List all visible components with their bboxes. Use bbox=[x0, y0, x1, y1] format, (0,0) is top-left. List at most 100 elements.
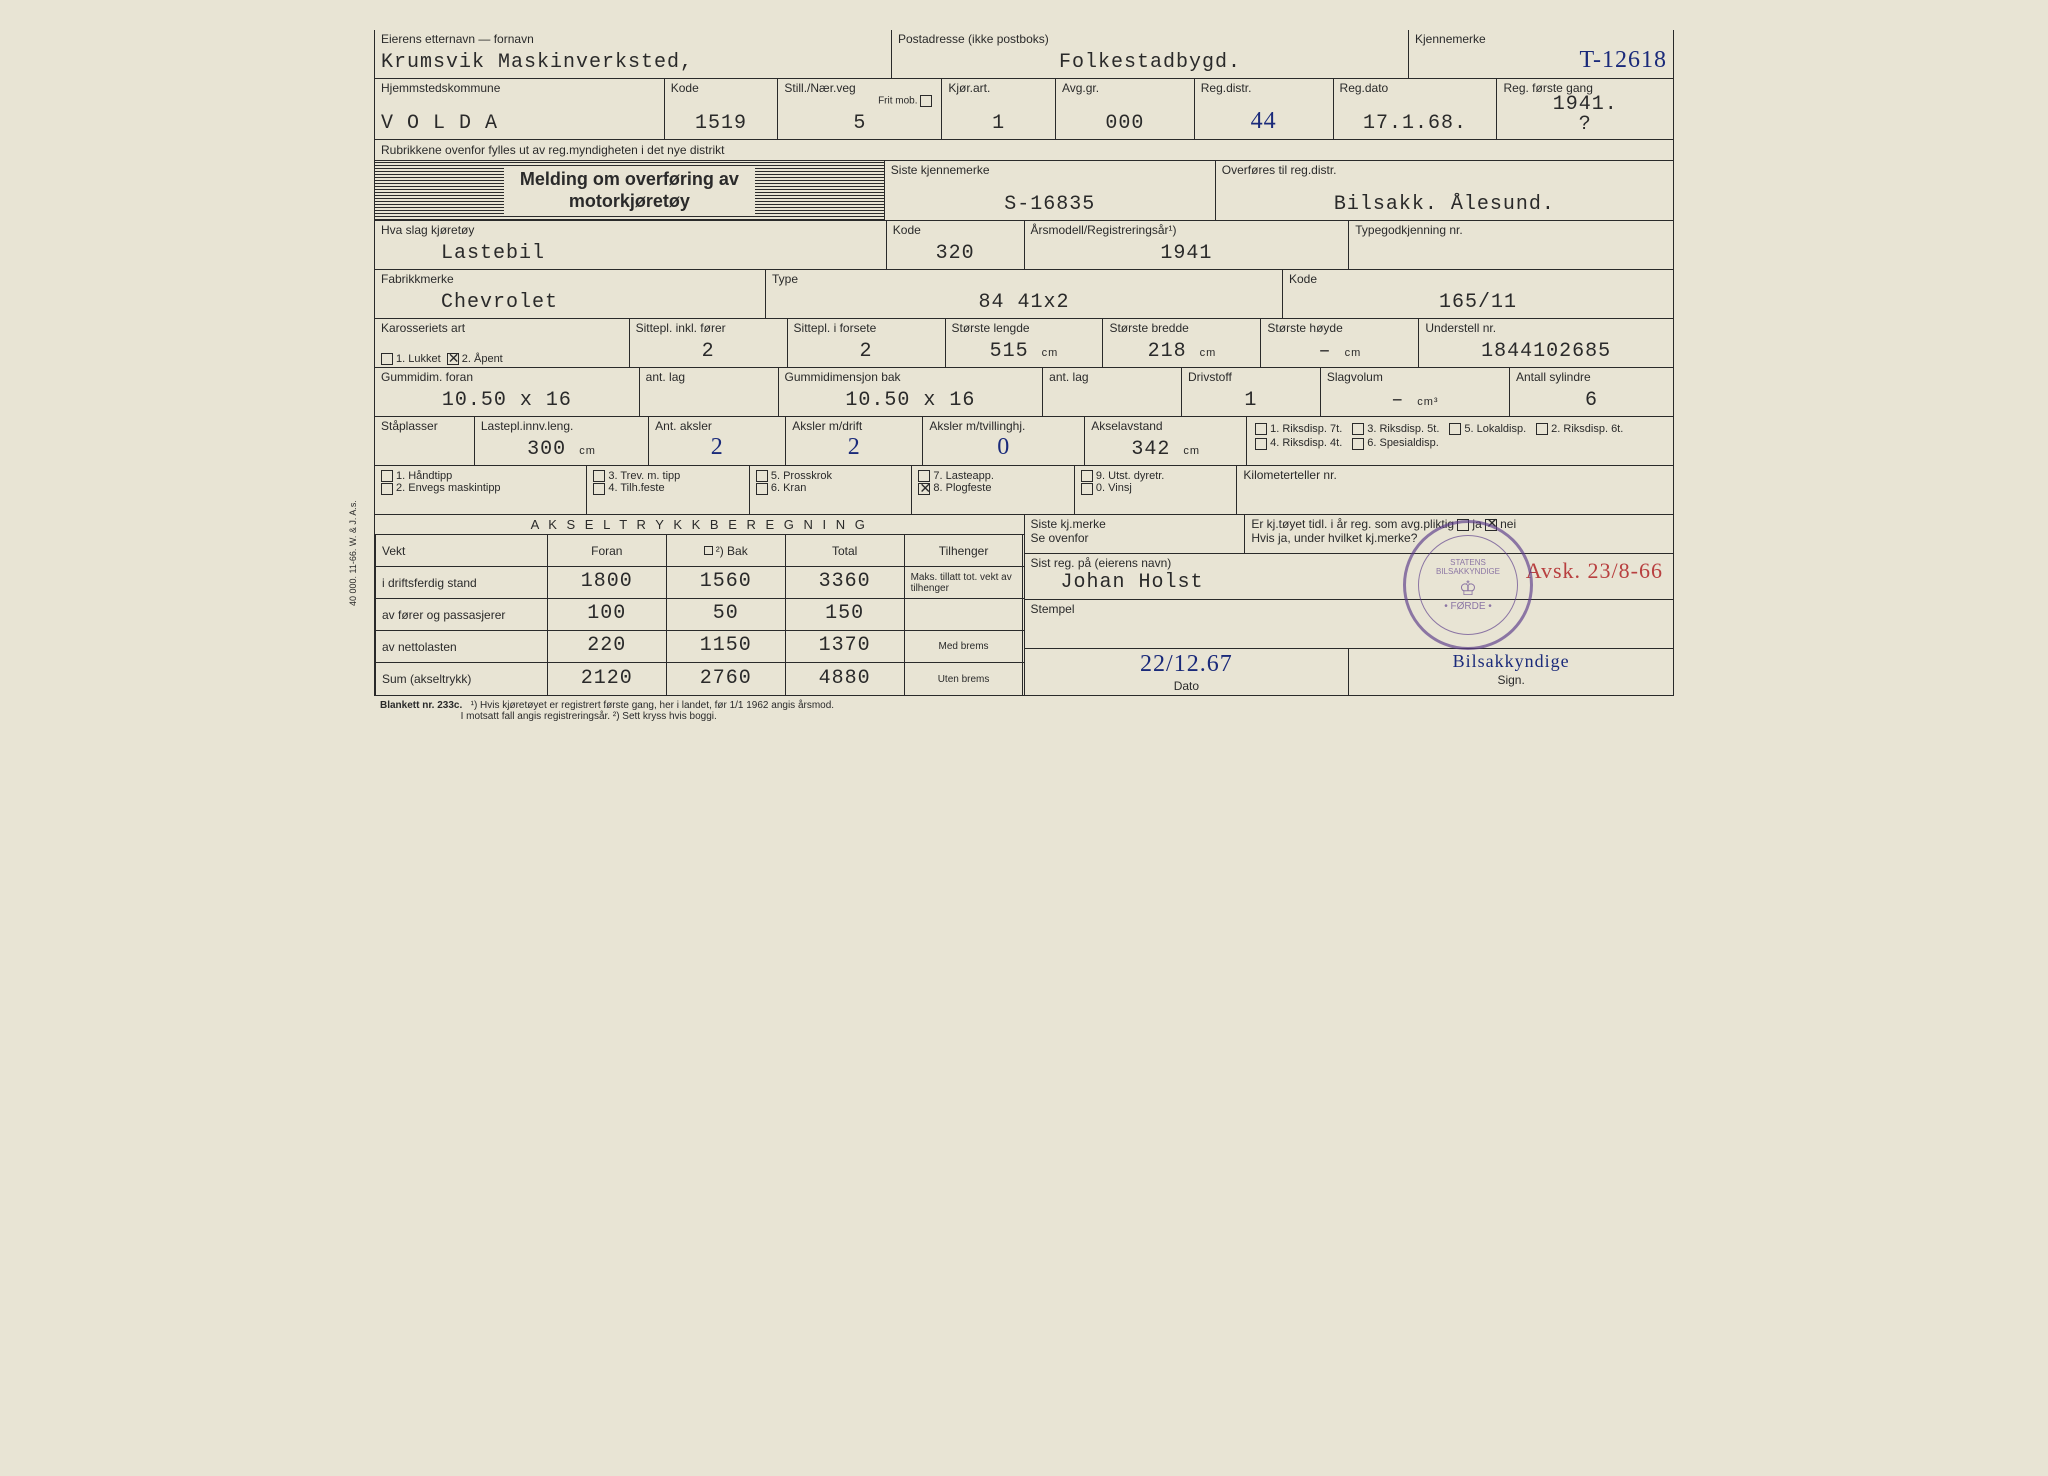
syl-value: 6 bbox=[1516, 389, 1667, 414]
seoven: Se ovenfor bbox=[1031, 532, 1239, 545]
official-stamp: STATENS BILSAKKYNDIGE ♔ • FØRDE • bbox=[1403, 520, 1533, 650]
row-tires: Gummidim. foran 10.50 x 16 ant. lag Gumm… bbox=[374, 368, 1674, 417]
avstand-label: Akselavstand bbox=[1091, 420, 1240, 433]
bredde-value: 218 cm bbox=[1109, 340, 1254, 365]
r4-total: 4880 bbox=[792, 667, 898, 692]
kode5-label: Kode bbox=[1289, 273, 1667, 286]
sign-value: Bilsakkyndige bbox=[1355, 651, 1667, 674]
form-title-block: Melding om overføring av motorkjøretøy bbox=[375, 161, 884, 220]
kode4-label: Kode bbox=[893, 224, 1018, 237]
title-line1: Melding om overføring av bbox=[520, 169, 739, 189]
lastepl-value: 300 cm bbox=[481, 438, 642, 463]
row-municipality: Hjemmstedskommune V O L D A Kode 1519 St… bbox=[374, 79, 1674, 140]
kjorart-value: 1 bbox=[948, 112, 1049, 137]
gummif-label: Gummidim. foran bbox=[381, 371, 633, 384]
row-make: Fabrikkmerke Chevrolet Type 84 41x2 Kode… bbox=[374, 270, 1674, 319]
avsk-note: Avsk. 23/8-66 bbox=[1526, 558, 1663, 586]
maks-label: Maks. tillatt tot. vekt av tilhenger bbox=[905, 567, 1024, 598]
r1-label: i driftsferdig stand bbox=[375, 567, 548, 598]
sittepl-label: Sittepl. inkl. fører bbox=[636, 322, 781, 335]
r4-bak: 2760 bbox=[673, 667, 779, 692]
bredde-label: Største bredde bbox=[1109, 322, 1254, 335]
tvill-label: Aksler m/tvillinghj. bbox=[929, 420, 1078, 433]
stempel-label: Stempel bbox=[1031, 603, 1668, 616]
tvill-value: 0 bbox=[929, 434, 1078, 463]
vehicle-transfer-form: 40 000. 11-66. W. & J. A.s. Eierens ette… bbox=[374, 30, 1674, 726]
avggr-label: Avg.gr. bbox=[1062, 82, 1188, 95]
r4-foran: 2120 bbox=[554, 667, 660, 692]
aksler-label: Ant. aksler bbox=[655, 420, 779, 433]
kjennemerke-value: T-12618 bbox=[1415, 47, 1667, 76]
owner-value: Krumsvik Maskinverksted, bbox=[381, 51, 885, 76]
arsmod-label: Årsmodell/Registreringsår¹) bbox=[1031, 224, 1343, 237]
right-panel: Siste kj.merke Se ovenfor Er kj.tøyet ti… bbox=[1025, 515, 1674, 695]
r1-foran: 1800 bbox=[554, 570, 660, 595]
lastepl-label: Lastepl.innv.leng. bbox=[481, 420, 642, 433]
r1-total: 3360 bbox=[792, 570, 898, 595]
type-value: 84 41x2 bbox=[772, 291, 1276, 316]
gummif-value: 10.50 x 16 bbox=[381, 389, 633, 414]
r3-bak: 1150 bbox=[673, 634, 779, 659]
lukket-checkbox[interactable] bbox=[381, 353, 393, 365]
th-foran: Foran bbox=[548, 535, 667, 566]
typegod-label: Typegodkjenning nr. bbox=[1355, 224, 1667, 237]
hjemmsted-value: V O L D A bbox=[381, 112, 658, 137]
fabrikk-label: Fabrikkmerke bbox=[381, 273, 759, 286]
gummib-label: Gummidimensjon bak bbox=[785, 371, 1037, 384]
staplass-label: Ståplasser bbox=[381, 420, 468, 433]
r4-label: Sum (akseltrykk) bbox=[375, 663, 548, 695]
regforste-value: 1941.? bbox=[1503, 95, 1667, 137]
dato-value: 22/12.67 bbox=[1031, 651, 1343, 680]
avstand-value: 342 cm bbox=[1091, 438, 1240, 463]
type-label: Type bbox=[772, 273, 1276, 286]
r2-label: av fører og passasjerer bbox=[375, 599, 548, 630]
r3-foran: 220 bbox=[554, 634, 660, 659]
fritmob-label: Frit mob. bbox=[878, 95, 935, 107]
gummib-value: 10.50 x 16 bbox=[785, 389, 1037, 414]
postaddr-label: Postadresse (ikke postboks) bbox=[898, 33, 1402, 46]
kjorart-label: Kjør.art. bbox=[948, 82, 1049, 95]
kode-label: Kode bbox=[671, 82, 772, 95]
slag-label: Hva slag kjøretøy bbox=[381, 224, 880, 237]
sign-label: Sign. bbox=[1355, 674, 1667, 687]
lengde-label: Største lengde bbox=[952, 322, 1097, 335]
utenbrems-label: Uten brems bbox=[905, 663, 1024, 695]
owner-label: Eierens etternavn — fornavn bbox=[381, 33, 885, 46]
row-body: Karosseriets art 1. Lukket 2. Åpent Sitt… bbox=[374, 319, 1674, 368]
r2-total: 150 bbox=[792, 602, 898, 627]
forsete-label: Sittepl. i forsete bbox=[794, 322, 939, 335]
slagvol-label: Slagvolum bbox=[1327, 371, 1503, 384]
antlag1-label: ant. lag bbox=[646, 371, 772, 384]
overfores-value: Bilsakk. Ålesund. bbox=[1222, 193, 1667, 218]
riksdisp-options: 1. Riksdisp. 7t. 3. Riksdisp. 5t. 5. Lok… bbox=[1249, 419, 1671, 453]
drivstoff-label: Drivstoff bbox=[1188, 371, 1314, 384]
apent-checkbox[interactable] bbox=[447, 353, 459, 365]
syl-label: Antall sylindre bbox=[1516, 371, 1667, 384]
fabrikk-value: Chevrolet bbox=[381, 291, 759, 316]
km-label: Kilometerteller nr. bbox=[1243, 469, 1667, 482]
row-title: Melding om overføring av motorkjøretøy S… bbox=[374, 161, 1674, 221]
kjennemerke-label: Kjennemerke bbox=[1415, 33, 1667, 46]
postaddr-value: Folkestadbygd. bbox=[898, 51, 1402, 76]
row-owner: Eierens etternavn — fornavn Krumsvik Mas… bbox=[374, 30, 1674, 79]
understell-label: Understell nr. bbox=[1425, 322, 1667, 335]
kode-value: 1519 bbox=[671, 112, 772, 137]
hoyde-value: – cm bbox=[1267, 340, 1412, 365]
row-equipment: 1. Håndtipp 2. Envegs maskintipp 3. Trev… bbox=[374, 466, 1674, 515]
r3-label: av nettolasten bbox=[375, 631, 548, 662]
r1-bak: 1560 bbox=[673, 570, 779, 595]
drift-label: Aksler m/drift bbox=[792, 420, 916, 433]
plogfeste-checkbox[interactable] bbox=[918, 483, 930, 495]
avggr-value: 000 bbox=[1062, 112, 1188, 137]
kode4-value: 320 bbox=[893, 242, 1018, 267]
print-info: 40 000. 11-66. W. & J. A.s. bbox=[348, 500, 358, 606]
title-line2: motorkjøretøy bbox=[569, 191, 690, 211]
r2-bak: 50 bbox=[673, 602, 779, 627]
understell-value: 1844102685 bbox=[1425, 340, 1667, 365]
r2-foran: 100 bbox=[554, 602, 660, 627]
regdato-value: 17.1.68. bbox=[1340, 112, 1491, 137]
siste-kj-label: Siste kjennemerke bbox=[891, 164, 1209, 177]
th-tilh: Tilhenger bbox=[905, 535, 1024, 566]
axle-table: A K S E L T R Y K K B E R E G N I N G Ve… bbox=[375, 515, 1025, 695]
sistekj-label: Siste kj.merke bbox=[1031, 518, 1239, 531]
